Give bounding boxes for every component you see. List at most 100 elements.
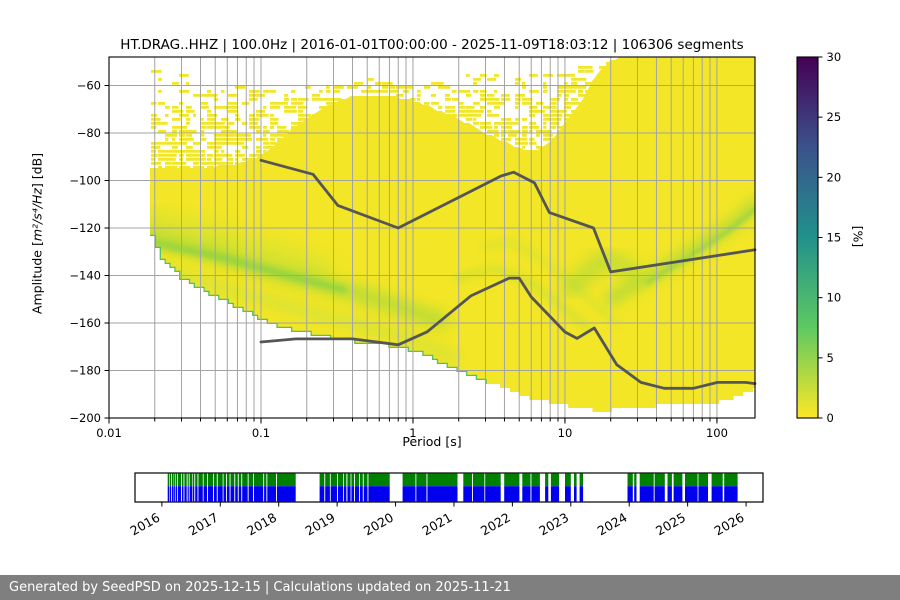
colorbar-tick-label: 25 [827,110,842,124]
y-tick-label: −100 [69,174,101,188]
availability-segment-blue [242,486,248,502]
availability-segment-green [685,473,698,487]
year-tick-label: 2026 [712,510,747,539]
availability-segment-green [639,473,654,487]
availability-segment-green [724,473,738,487]
availability-segment-green [351,473,354,487]
availability-segment-green [171,473,174,487]
availability-segment-blue [238,486,242,502]
availability-segment-green [175,473,178,487]
availability-outline [134,472,764,503]
availability-segment-blue [667,486,672,502]
colorbar-tick-label: 10 [827,291,842,305]
availability-segment-green [368,473,390,487]
availability-segment-green [711,473,723,487]
year-tick-label: 2021 [419,510,454,539]
availability-segment-green [463,473,473,487]
y-axis-label: Amplitude [m²/s⁴/Hz] [dB] [30,84,45,384]
availability-segment-blue [368,486,390,502]
availability-segment-blue [654,486,665,502]
availability-segment-green [264,473,267,487]
availability-segment-green [169,473,171,487]
availability-segment-blue [402,486,416,502]
green-band [483,239,620,326]
availability-segment-blue [169,486,171,502]
availability-segment-green [277,473,296,487]
availability-segment-blue [485,486,501,502]
availability-bar: 2016 2017 2018 2019 2020 2021 2022 2023 2024 2025… [127,472,764,539]
availability-segment-blue [217,486,223,502]
low-noise-model-line [259,276,757,390]
availability-segment-blue [724,486,738,502]
availability-segment-blue [473,486,485,502]
availability-segment-green [267,473,277,487]
availability-segment-blue [195,486,198,502]
green-band [645,207,755,285]
availability-segment-green [248,473,253,487]
grid-lines [109,57,755,418]
availability-segment-green [698,473,708,487]
x-tick-label: 1 [409,426,416,440]
availability-segment-blue [167,486,170,502]
availability-segment-green [182,473,184,487]
availability-segment-blue [267,486,277,502]
availability-segment-green [189,473,193,487]
year-tick-label: 2019 [303,510,338,539]
availability-segment-blue [203,486,208,502]
axis-ticks [104,85,718,424]
availability-segment-blue [277,486,296,502]
availability-segment-green [363,473,368,487]
y-tick-label: −80 [77,126,101,140]
availability-segment-green [325,473,330,487]
availability-segment-blue [359,486,363,502]
y-tick-label: −140 [69,269,101,283]
year-tick-label: 2018 [244,510,279,539]
availability-segment-blue [627,486,633,502]
colorbar: 0 5 10 15 20 25 30 [796,50,842,425]
availability-segment-blue [504,486,520,502]
availability-segment-green [230,473,235,487]
availability-segment-green [550,473,560,487]
availability-segment-blue [208,486,213,502]
colorbar-tick-label: 20 [827,170,842,184]
availability-segment-green [416,473,427,487]
availability-segment-blue [550,486,560,502]
availability-segment-blue [223,486,227,502]
availability-segment-green [238,473,242,487]
y-tick-label: −200 [69,411,101,425]
year-tick-label: 2025 [653,510,688,539]
availability-segment-blue [673,486,683,502]
availability-segment-green [427,473,458,487]
high-noise-model-line [259,158,757,274]
availability-segment-green [673,473,683,487]
x-axis-label: Period [s] [402,434,462,449]
availability-segment-blue [363,486,368,502]
availability-segment-blue [347,486,351,502]
availability-segment-green [354,473,359,487]
availability-segment-green [167,473,170,487]
availability-segment-blue [319,486,325,502]
availability-segment-blue [579,486,584,502]
y-tick-label: −180 [69,364,101,378]
availability-segment-green [522,473,531,487]
availability-segment-green [213,473,217,487]
availability-segment-blue [175,486,178,502]
availability-segment-green [531,473,540,487]
availability-segment-green [319,473,325,487]
availability-segment-blue [171,486,174,502]
availability-segment-green [227,473,230,487]
availability-segment-blue [330,486,338,502]
availability-segment-green [192,473,195,487]
availability-segment-blue [177,486,182,502]
availability-segment-green [177,473,182,487]
availability-segment-blue [343,486,347,502]
availability-segment-green [574,473,577,487]
availability-segment-blue [325,486,330,502]
availability-segment-blue [253,486,264,502]
availability-segment-blue [711,486,723,502]
y-axis-label-suffix: ] [dB] [29,152,45,189]
availability-segment-blue [531,486,540,502]
y-tick-label: −60 [77,79,101,93]
availability-segment-green [198,473,203,487]
